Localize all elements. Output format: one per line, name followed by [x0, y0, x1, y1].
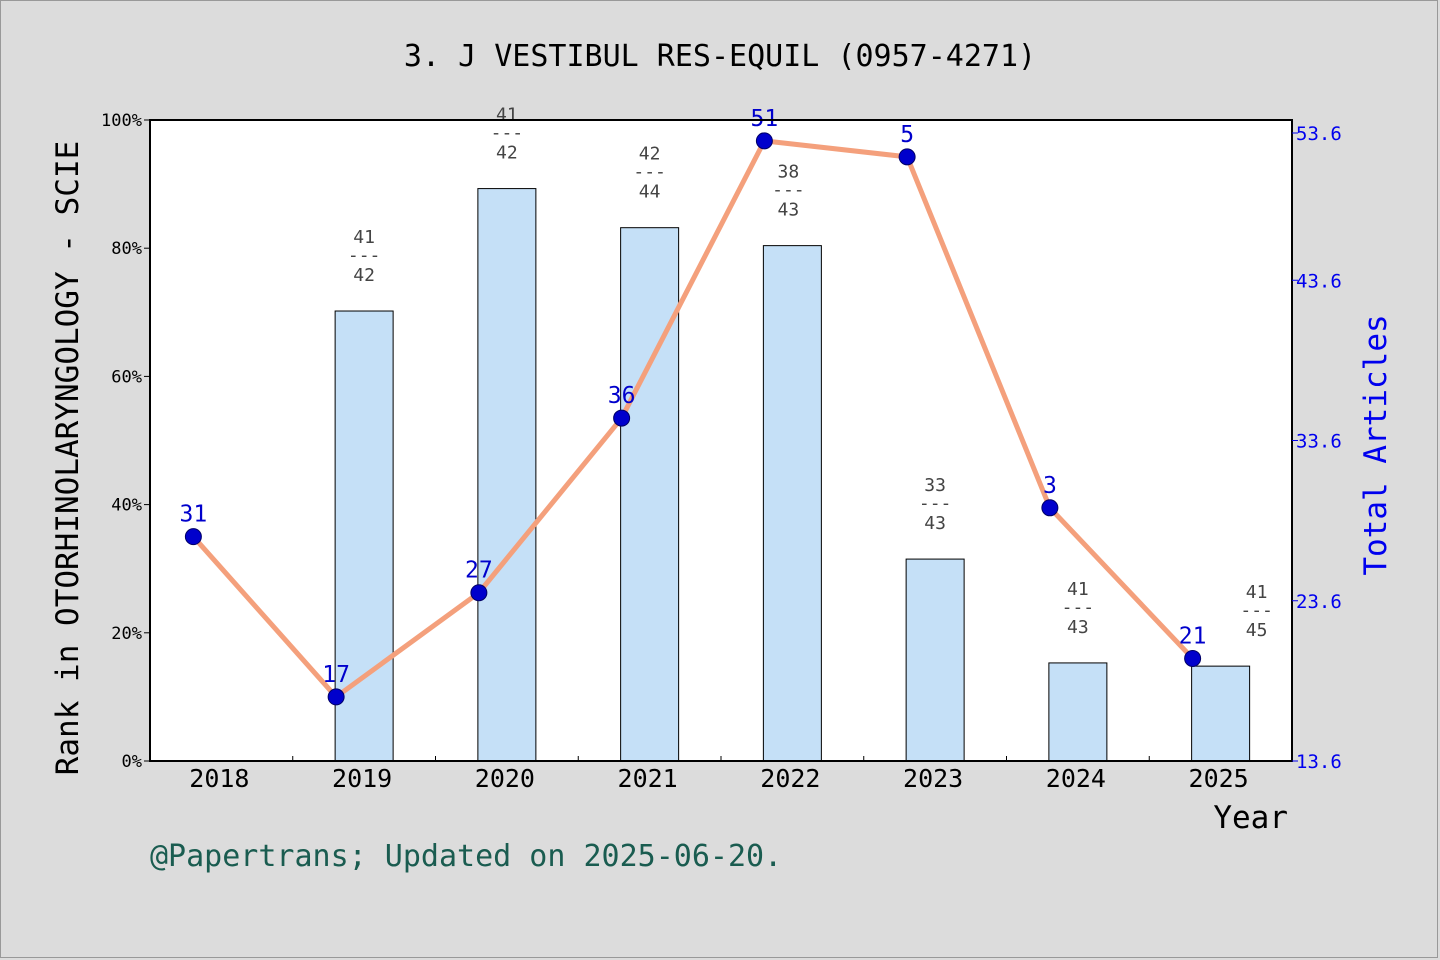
articles-label-2019: 17	[322, 662, 350, 688]
chart-title: 3. J VESTIBUL RES-EQUIL (0957-4271)	[404, 39, 1036, 74]
rank-total-2023: 43	[924, 513, 946, 534]
y-tick-label: 0%	[122, 752, 142, 772]
y2-tick-label: 23.6	[1296, 591, 1342, 613]
y2-tick-label: 43.6	[1296, 270, 1342, 292]
rank-separator-2025: ---	[1240, 600, 1273, 621]
rank-label-2025: 41	[1246, 582, 1268, 603]
y-tick-label: 40%	[111, 496, 142, 516]
x-axis: 2018 2019 2020 2021 2022 2023 2024 2025	[189, 756, 1249, 793]
articles-label-2018: 31	[180, 502, 208, 528]
rank-separator-2024: ---	[1062, 597, 1095, 618]
rank-label-2023: 33	[924, 475, 946, 496]
articles-line	[190, 138, 1196, 700]
bar-2024	[1048, 662, 1108, 762]
articles-label-2023: 5	[900, 122, 914, 148]
x-axis-title: Year	[1213, 800, 1288, 836]
rank-total-2021: 44	[639, 182, 661, 203]
x-tick-label-2021: 2021	[618, 764, 678, 793]
articles-point-2019	[327, 688, 345, 706]
bar-2023	[905, 558, 965, 762]
articles-point-2018	[184, 528, 202, 546]
y2-tick-label: 53.6	[1296, 123, 1342, 145]
y-tick-label: 60%	[111, 367, 142, 387]
y-tick-label: 20%	[111, 624, 142, 644]
y2-axis-title: Total Articles	[1358, 314, 1394, 575]
rank-total-2024: 43	[1067, 617, 1089, 638]
x-tick-label-2024: 2024	[1046, 764, 1106, 793]
y2-tick-label: 33.6	[1296, 431, 1342, 453]
y-tick-label: 100%	[101, 111, 142, 131]
rank-separator-2021: ---	[633, 162, 666, 183]
rank-label-2022: 38	[778, 162, 800, 183]
articles-label-2024: 3	[1043, 473, 1057, 499]
rank-label-2021: 42	[639, 144, 661, 165]
x-tick-label-2025: 2025	[1189, 764, 1249, 793]
articles-point-2022	[755, 132, 773, 150]
y2-tick-label: 13.6	[1296, 751, 1342, 773]
x-tick-label-2018: 2018	[189, 764, 249, 793]
articles-label-2025: 21	[1179, 623, 1207, 649]
articles-point-2021	[613, 409, 631, 427]
x-tick-label-2019: 2019	[332, 764, 392, 793]
rank-total-2020: 42	[496, 143, 518, 164]
rank-total-2025: 45	[1246, 620, 1268, 641]
rank-label-2024: 41	[1067, 579, 1089, 600]
rank-separator-2023: ---	[919, 493, 952, 514]
articles-label-2020: 27	[465, 558, 493, 584]
bars-layer	[334, 188, 1251, 762]
rank-separator-2022: ---	[772, 180, 805, 201]
rank-separator-2020: ---	[491, 123, 524, 144]
bar-2025	[1191, 665, 1251, 762]
rank-separator-2019: ---	[348, 245, 381, 266]
bar-2019	[334, 310, 394, 762]
articles-label-2022: 51	[751, 106, 779, 132]
articles-point-2024	[1041, 499, 1059, 517]
bar-2020	[477, 188, 537, 762]
articles-point-2020	[470, 584, 488, 602]
rank-total-2019: 42	[353, 265, 375, 286]
articles-point-2023	[898, 148, 916, 166]
y-tick-label: 80%	[111, 239, 142, 259]
rank-total-2022: 43	[778, 200, 800, 221]
rank-label-2019: 41	[353, 227, 375, 248]
x-tick-label-2022: 2022	[760, 764, 820, 793]
bar-2021	[620, 227, 680, 762]
articles-label-2021: 36	[608, 383, 636, 409]
x-tick-label-2020: 2020	[475, 764, 535, 793]
x-tick-label-2023: 2023	[903, 764, 963, 793]
y2-axis: 13.6 23.6 33.6 43.6 53.6	[1292, 123, 1342, 773]
y-axis-title: Rank in OTORHINOLARYNGOLOGY - SCIE	[50, 141, 86, 776]
line-layer: 31 17 27 36 51 5 3 21	[180, 106, 1207, 706]
articles-point-2025	[1184, 649, 1202, 667]
footer-credit: @Papertrans; Updated on 2025-06-20.	[150, 839, 782, 874]
y-axis: 0% 20% 40% 60% 80% 100%	[101, 111, 150, 772]
bar-2022	[762, 245, 822, 762]
